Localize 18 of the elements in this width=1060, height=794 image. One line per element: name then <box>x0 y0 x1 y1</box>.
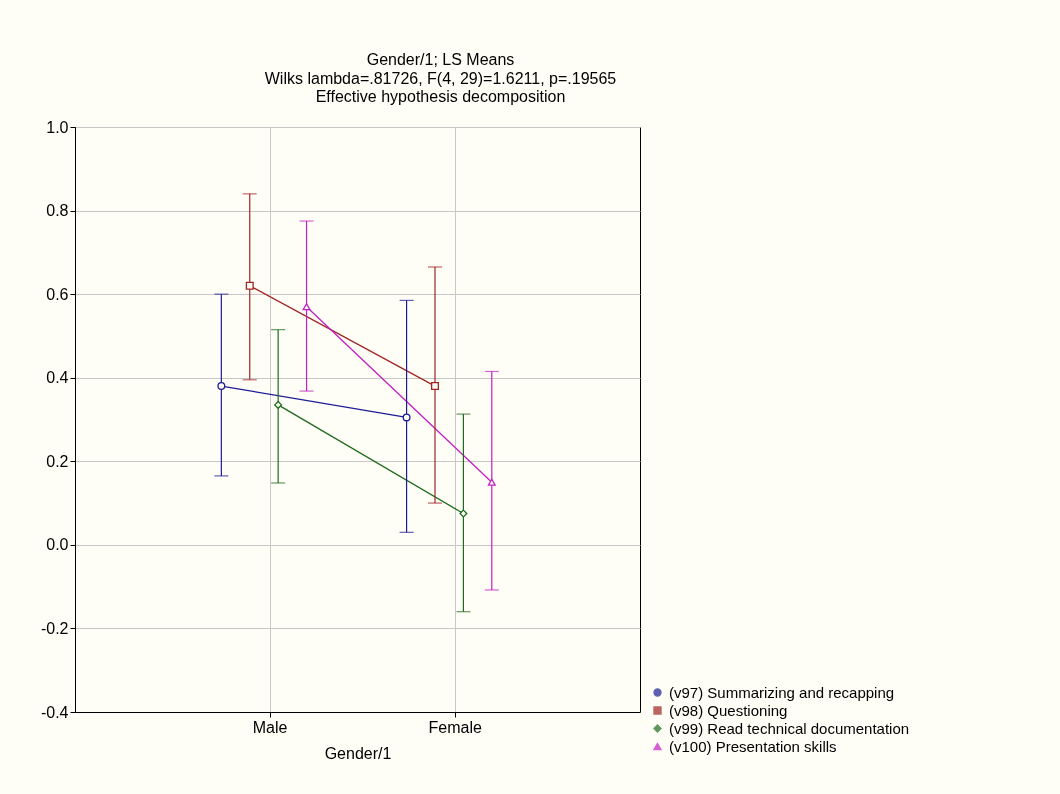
legend-label: (v98) Questioning <box>669 701 788 719</box>
x-tick-label: Female <box>428 718 483 736</box>
y-tick-label: 0.2 <box>46 452 69 470</box>
x-tick-label: Male <box>252 718 288 736</box>
chart-title: Gender/1; LS Means <box>366 51 515 68</box>
y-tick-label: 1.0 <box>46 118 69 136</box>
y-tick-label: 0.0 <box>46 536 69 554</box>
y-tick-label: 0.4 <box>46 369 69 387</box>
legend-label: (v99) Read technical documentation <box>669 719 910 737</box>
y-tick-label: 0.6 <box>46 285 69 303</box>
y-tick-label: 0.8 <box>46 202 69 220</box>
chart-subtitle: Wilks lambda=.81726, F(4, 29)=1.6211, p=.19565 <box>264 70 617 87</box>
text: Effective hypothesis decomposition <box>315 88 566 105</box>
legend-label: (v100) Presentation skills <box>669 737 837 755</box>
y-tick-label: -0.2 <box>40 619 69 637</box>
x-axis-title: Gender/1 <box>324 744 392 762</box>
legend-label: (v97) Summarizing and recapping <box>669 683 895 701</box>
y-tick-label: -0.4 <box>40 703 69 721</box>
